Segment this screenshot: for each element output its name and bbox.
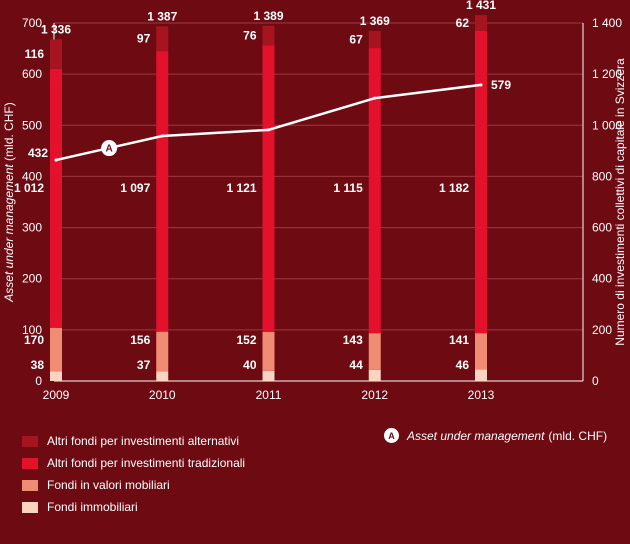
- y-right-tick-label: 1 000: [592, 118, 622, 132]
- chart-canvas: 0 100 200 300 400 500 600 700 0 200 400 600 800 1 000…: [2, 0, 627, 402]
- y-right-tick-label: 1 200: [592, 67, 622, 81]
- bar-segment-1-2010: [156, 331, 169, 372]
- bar-segment-3-2010: [156, 26, 169, 52]
- bar-segment-0-2013: [475, 369, 487, 381]
- y-right-tick-label: 0: [592, 374, 599, 388]
- bar-value-label: 141: [449, 333, 469, 347]
- line-marker-a-label: A: [106, 144, 113, 155]
- bar-segment-0-2012: [368, 369, 381, 381]
- y-left-tick-label: 400: [22, 169, 42, 183]
- line-point: [373, 96, 377, 100]
- line-value-label: 579: [491, 78, 511, 92]
- line-legend-label: Asset under management: [407, 428, 545, 443]
- bar-value-label: 152: [236, 333, 256, 347]
- y-left-tick-label: 300: [22, 221, 42, 235]
- bar-total-label: 1 387: [147, 9, 177, 23]
- y-left-tick-label: 600: [22, 67, 42, 81]
- y-left-axis-title: Asset under management (mld. CHF): [2, 102, 16, 302]
- line-legend-marker: A: [384, 428, 399, 443]
- legend-label-valori-mobiliari: Fondi in valori mobiliari: [47, 478, 170, 492]
- bar-value-label: 46: [456, 358, 470, 372]
- bar-segment-1-2012: [368, 333, 381, 370]
- y-left-tick-label: 700: [22, 16, 42, 30]
- bar-value-label: 116: [25, 47, 45, 61]
- bar-total-label: 1 336: [41, 22, 71, 36]
- bar-value-label: 1 182: [439, 181, 469, 195]
- bar-segment-1-2009: [50, 327, 62, 372]
- bar-segment-3-2009: [50, 39, 62, 70]
- y-right-tick-label: 400: [592, 272, 612, 286]
- legend-item-valori-mobiliari: Fondi in valori mobiliari: [22, 474, 245, 496]
- x-tick-label: 2012: [361, 388, 388, 402]
- line-marker-a: [101, 140, 118, 157]
- line-point: [160, 134, 164, 138]
- bar-value-label: 40: [243, 358, 257, 372]
- y-right-tick-label: 600: [592, 221, 612, 235]
- bar-value-label: 170: [24, 333, 44, 347]
- bar-segment-2-2010: [156, 51, 169, 332]
- bar-value-label: 1 115: [333, 181, 363, 195]
- legend-label-immobiliari: Fondi immobiliari: [47, 500, 138, 514]
- bar-value-label: 44: [349, 358, 363, 372]
- y-left-tick-label: 200: [22, 272, 42, 286]
- bar-value-label: 1 121: [226, 181, 256, 195]
- line-legend-unit: (mld. CHF): [548, 428, 608, 443]
- bar-segment-2-2011: [262, 45, 275, 332]
- bar-total-label: 1 431: [466, 0, 496, 12]
- bar-value-label: 37: [137, 358, 151, 372]
- line-value-label: 432: [28, 146, 48, 160]
- bar-legend: Altri fondi per investimenti alternativi…: [22, 430, 245, 518]
- line-legend: A Asset under management (mld. CHF): [384, 428, 607, 443]
- legend-item-tradizionali: Altri fondi per investimenti tradizional…: [22, 452, 245, 474]
- bar-value-label: 1 097: [120, 181, 150, 195]
- line-point: [479, 83, 483, 87]
- bar-value-label: 76: [243, 29, 257, 43]
- legend-swatch-valori-mobiliari: [22, 479, 38, 491]
- x-tick-label: 2011: [256, 388, 282, 402]
- y-right-axis-title: Numero di investimenti collettivi di cap…: [613, 58, 627, 346]
- bar-segment-0-2010: [156, 371, 169, 381]
- line-point: [267, 128, 270, 132]
- line-point: [54, 158, 58, 162]
- x-tick-label: 2009: [43, 388, 70, 402]
- legend-swatch-immobiliari: [22, 501, 38, 513]
- legend-item-immobiliari: Fondi immobiliari: [22, 496, 245, 518]
- bar-segment-3-2013: [475, 15, 487, 31]
- bar-value-label: 38: [31, 358, 45, 372]
- y-right-tick-label: 800: [592, 169, 612, 183]
- x-tick-label: 2010: [149, 388, 176, 402]
- bar-segment-1-2013: [475, 333, 487, 370]
- bar-total-label: 1 389: [253, 9, 283, 23]
- legend-label-alternativi: Altri fondi per investimenti alternativi: [47, 434, 240, 448]
- y-right-tick-label: 200: [592, 323, 612, 337]
- bar-segment-0-2009: [50, 371, 62, 381]
- x-tick-label: 2013: [468, 388, 495, 402]
- bar-value-label: 67: [349, 32, 363, 46]
- bar-segment-3-2011: [262, 25, 275, 46]
- bar-segment-0-2011: [262, 370, 275, 381]
- bar-segment-2-2012: [368, 48, 381, 334]
- bar-value-label: 62: [456, 16, 470, 30]
- bar-value-label: 156: [130, 333, 150, 347]
- y-right-tick-label: 1 400: [592, 16, 622, 30]
- bar-total-label: 1 369: [360, 14, 390, 28]
- bar-segment-3-2012: [368, 30, 381, 49]
- bar-value-label: 97: [137, 32, 151, 46]
- legend-swatch-tradizionali: [22, 457, 38, 469]
- y-left-tick-label: 100: [22, 323, 42, 337]
- legend-swatch-alternativi: [22, 435, 38, 447]
- bar-segment-1-2011: [262, 331, 275, 371]
- bar-segment-2-2013: [475, 30, 487, 334]
- bar-segment-2-2009: [50, 69, 62, 328]
- bar-value-label: 143: [343, 333, 363, 347]
- y-left-tick-label: 500: [22, 118, 42, 132]
- bar-value-label: 1 012: [14, 181, 44, 195]
- legend-item-alternativi: Altri fondi per investimenti alternativi: [22, 430, 245, 452]
- legend-label-tradizionali: Altri fondi per investimenti tradizional…: [47, 456, 246, 470]
- y-left-tick-label: 0: [35, 374, 42, 388]
